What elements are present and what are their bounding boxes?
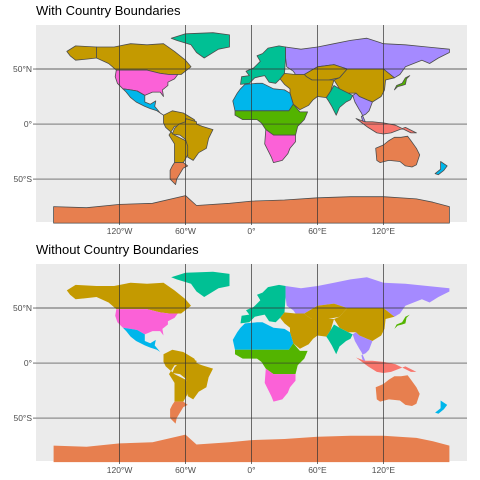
x-tick-label: 120°W [107, 465, 133, 475]
map-panel-without-boundaries: 120°W 60°W 0° 60°E 120°E 50°N 0° 50°S [13, 264, 467, 475]
region-central-africa [235, 343, 308, 375]
region-india [326, 324, 353, 355]
region-japan [394, 314, 410, 329]
x-tick-label: 120°E [372, 226, 396, 236]
x-tick-label: 0° [247, 465, 255, 475]
region-united-states [115, 309, 178, 336]
region-brazil [172, 357, 213, 400]
region-russia [285, 277, 450, 317]
x-tick-label: 60°E [308, 226, 327, 236]
region-australia [375, 135, 421, 168]
region-kazakhstan [304, 303, 348, 319]
region-southeast-asia [352, 92, 373, 124]
x-tick-label: 120°W [107, 226, 133, 236]
region-southern-africa [264, 129, 296, 163]
region-north-africa [232, 322, 294, 350]
x-tick-label: 60°E [308, 465, 327, 475]
region-china [334, 308, 395, 341]
region-canada [96, 43, 192, 75]
y-tick-label: 0° [24, 358, 32, 368]
region-southeast-asia [352, 332, 373, 362]
region-southern-africa [264, 368, 296, 402]
region-middle-east [280, 312, 334, 349]
y-tick-label: 50°S [13, 174, 32, 184]
region-australia [375, 375, 420, 406]
map-panel-with-boundaries: 120°W 60°W 0° 60°E 120°E 50°N 0° 50°S [13, 25, 467, 236]
panel-title-top: With Country Boundaries [36, 3, 181, 18]
y-tick-label: 50°N [13, 64, 32, 74]
y-tick-label: 0° [24, 119, 32, 129]
region-mexico [122, 88, 164, 116]
region-alaska [66, 45, 97, 61]
region-brazil [171, 118, 214, 161]
region-canada [96, 282, 191, 314]
region-mexico [122, 327, 164, 355]
region-india [325, 85, 354, 116]
y-tick-label: 50°S [13, 413, 32, 423]
region-central-africa [234, 103, 308, 136]
region-indonesia [355, 118, 417, 135]
y-tick-label: 50°N [13, 303, 32, 313]
region-indonesia [356, 357, 417, 373]
panel-title-bottom: Without Country Boundaries [36, 242, 199, 257]
region-alaska [66, 284, 97, 300]
region-japan [394, 75, 411, 91]
region-new-zealand [434, 161, 448, 176]
x-tick-label: 0° [247, 226, 255, 236]
x-tick-label: 60°W [175, 226, 196, 236]
x-tick-label: 60°W [175, 465, 196, 475]
x-tick-label: 120°E [372, 465, 396, 475]
region-new-zealand [435, 400, 448, 414]
